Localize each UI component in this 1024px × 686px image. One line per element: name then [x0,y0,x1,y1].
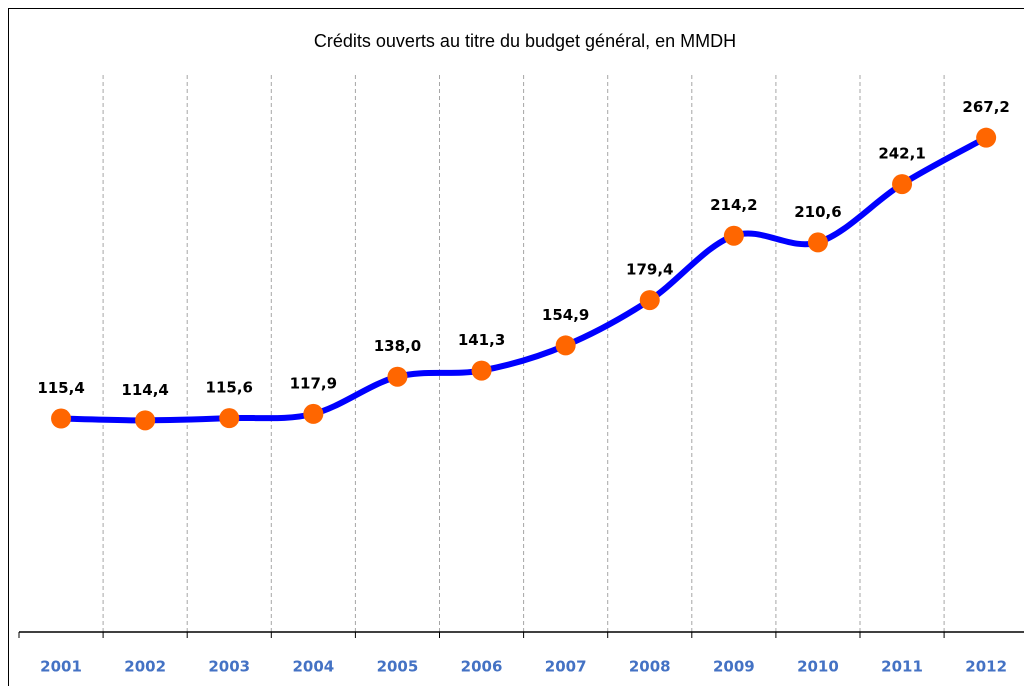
data-point [807,232,828,253]
data-label: 138,0 [374,337,421,355]
data-label: 179,4 [626,261,673,279]
chart-frame [8,8,1024,686]
data-label: 115,4 [37,379,84,397]
data-point [976,127,997,148]
data-label: 242,1 [878,145,925,163]
data-point [639,290,660,311]
data-point [471,360,492,381]
data-point [135,410,156,431]
x-tick-label: 2005 [377,658,419,676]
data-label: 214,2 [710,196,757,214]
x-tick-label: 2009 [713,658,755,676]
data-point [303,403,324,424]
data-point [555,335,576,356]
data-point [892,174,913,195]
data-label: 210,6 [794,203,841,221]
x-tick-label: 2010 [797,658,839,676]
x-tick-label: 2008 [629,658,671,676]
data-point [723,225,744,246]
x-tick-label: 2012 [965,658,1007,676]
x-tick-label: 2011 [881,658,923,676]
x-tick-label: 2002 [124,658,166,676]
x-tick-label: 2001 [40,658,82,676]
x-tick-label: 2006 [461,658,503,676]
data-point [387,366,408,387]
data-label: 114,4 [121,381,168,399]
x-tick-label: 2007 [545,658,587,676]
data-point [219,408,240,429]
data-label: 117,9 [290,374,337,392]
data-point [51,408,72,429]
data-label: 141,3 [458,331,505,349]
x-tick-label: 2004 [292,658,334,676]
data-label: 154,9 [542,306,589,324]
x-tick-label: 2003 [208,658,250,676]
chart-title: Crédits ouverts au titre du budget génér… [314,31,736,51]
data-label: 115,6 [206,379,253,397]
data-label: 267,2 [962,98,1009,116]
